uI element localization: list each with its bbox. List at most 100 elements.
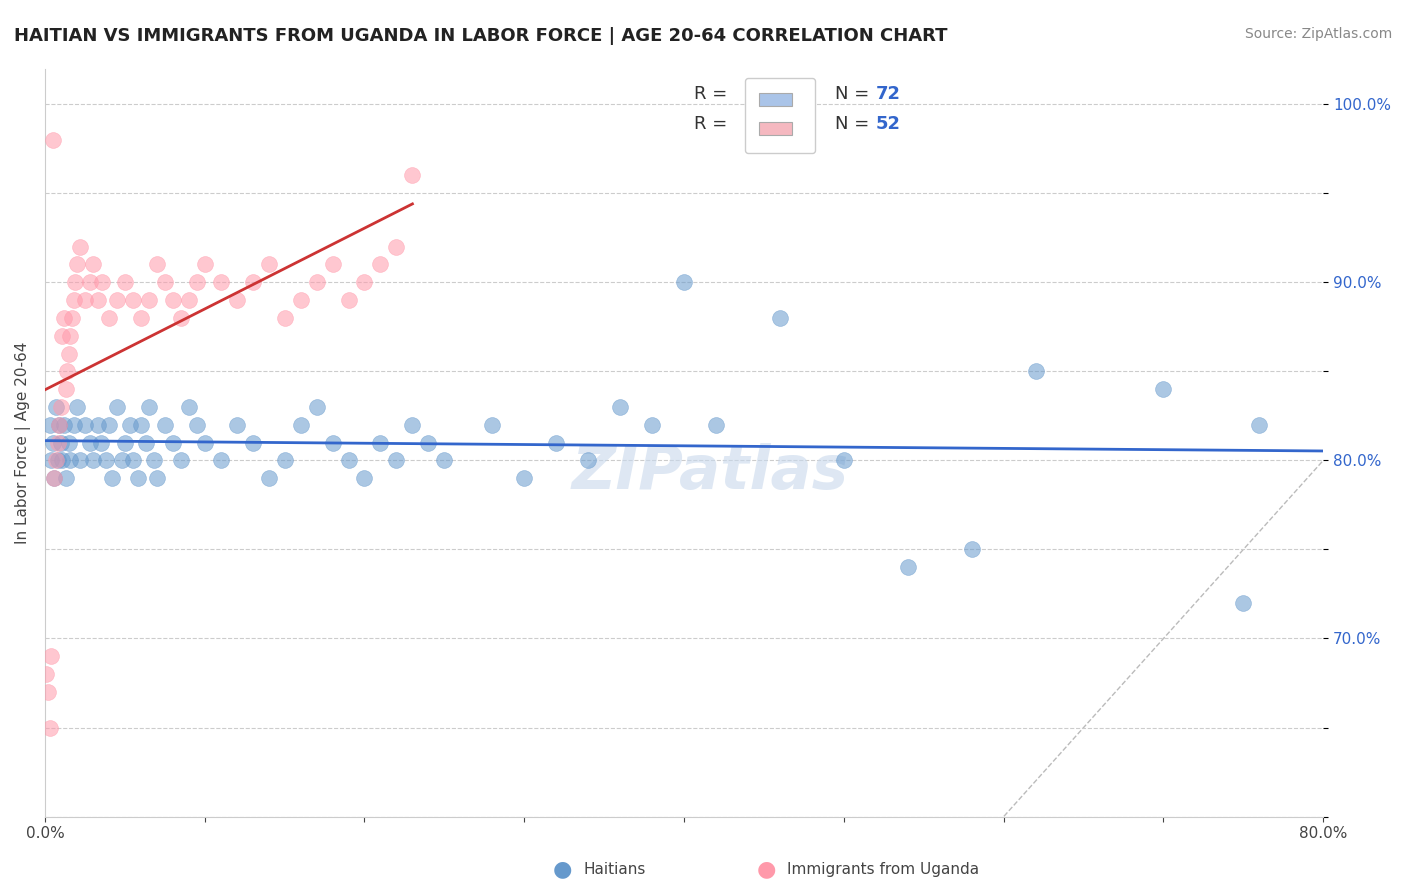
Point xyxy=(273,453,295,467)
Point xyxy=(177,293,200,307)
Point xyxy=(55,382,77,396)
Point xyxy=(94,453,117,467)
Point xyxy=(960,542,983,557)
Text: ZIPatlas: ZIPatlas xyxy=(571,443,848,502)
Point xyxy=(897,560,920,574)
Point xyxy=(73,417,96,432)
Point xyxy=(48,417,70,432)
Point xyxy=(194,435,217,450)
Point xyxy=(322,257,344,271)
Point xyxy=(353,471,375,485)
Point xyxy=(39,453,62,467)
Point xyxy=(46,435,69,450)
Point xyxy=(138,400,160,414)
Point xyxy=(58,346,80,360)
Point xyxy=(129,310,152,325)
Point xyxy=(433,453,456,467)
Point xyxy=(142,453,165,467)
Point xyxy=(53,310,76,325)
Point xyxy=(138,293,160,307)
Point xyxy=(114,275,136,289)
Point xyxy=(145,471,167,485)
Point xyxy=(242,275,264,289)
Point xyxy=(481,417,503,432)
Point xyxy=(194,257,217,271)
Point xyxy=(1249,417,1271,432)
Point xyxy=(353,275,375,289)
Point xyxy=(1153,382,1175,396)
Point xyxy=(42,133,65,147)
Point xyxy=(209,453,232,467)
Legend: , : , xyxy=(745,78,815,153)
Point xyxy=(129,417,152,432)
Point xyxy=(418,435,440,450)
Text: Source: ZipAtlas.com: Source: ZipAtlas.com xyxy=(1244,27,1392,41)
Point xyxy=(101,471,124,485)
Point xyxy=(322,435,344,450)
Point xyxy=(38,417,60,432)
Point xyxy=(170,310,193,325)
Point xyxy=(105,293,128,307)
Point xyxy=(59,328,82,343)
Point xyxy=(110,453,132,467)
Point xyxy=(162,293,184,307)
Text: Immigrants from Uganda: Immigrants from Uganda xyxy=(787,863,980,877)
Point xyxy=(401,169,423,183)
Point xyxy=(305,400,328,414)
Point xyxy=(225,293,247,307)
Point xyxy=(42,435,65,450)
Point xyxy=(65,275,87,289)
Point xyxy=(1232,596,1254,610)
Point xyxy=(38,721,60,735)
Point xyxy=(401,417,423,432)
Point xyxy=(209,275,232,289)
Point xyxy=(73,293,96,307)
Point xyxy=(37,685,59,699)
Point xyxy=(273,310,295,325)
Point xyxy=(257,471,280,485)
Point xyxy=(546,435,568,450)
Point xyxy=(135,435,157,450)
Text: Haitians: Haitians xyxy=(583,863,645,877)
Text: 72: 72 xyxy=(876,85,901,103)
Point xyxy=(62,293,84,307)
Point xyxy=(609,400,631,414)
Point xyxy=(79,435,101,450)
Point xyxy=(177,400,200,414)
Point xyxy=(60,310,83,325)
Point xyxy=(673,275,696,289)
Point xyxy=(114,435,136,450)
Point xyxy=(69,453,91,467)
Point xyxy=(290,293,312,307)
Point xyxy=(121,293,143,307)
Point xyxy=(225,417,247,432)
Point xyxy=(242,435,264,450)
Point xyxy=(370,257,392,271)
Point xyxy=(769,310,792,325)
Point xyxy=(385,239,408,253)
Point xyxy=(35,667,58,681)
Text: 0.250: 0.250 xyxy=(745,115,803,133)
Point xyxy=(385,453,408,467)
Point xyxy=(79,275,101,289)
Text: 0.002: 0.002 xyxy=(745,85,803,103)
Point xyxy=(46,453,69,467)
Point xyxy=(86,417,108,432)
Point xyxy=(66,257,89,271)
Text: 52: 52 xyxy=(876,115,901,133)
Text: R =: R = xyxy=(695,85,734,103)
Point xyxy=(337,453,360,467)
Y-axis label: In Labor Force | Age 20-64: In Labor Force | Age 20-64 xyxy=(15,342,31,544)
Text: HAITIAN VS IMMIGRANTS FROM UGANDA IN LABOR FORCE | AGE 20-64 CORRELATION CHART: HAITIAN VS IMMIGRANTS FROM UGANDA IN LAB… xyxy=(14,27,948,45)
Point xyxy=(576,453,599,467)
Point xyxy=(58,435,80,450)
Point xyxy=(121,453,143,467)
Point xyxy=(370,435,392,450)
Text: R =: R = xyxy=(695,115,734,133)
Point xyxy=(153,417,176,432)
Point xyxy=(44,471,66,485)
Point xyxy=(51,453,73,467)
Text: N =: N = xyxy=(835,85,875,103)
Point xyxy=(118,417,141,432)
Point xyxy=(832,453,855,467)
